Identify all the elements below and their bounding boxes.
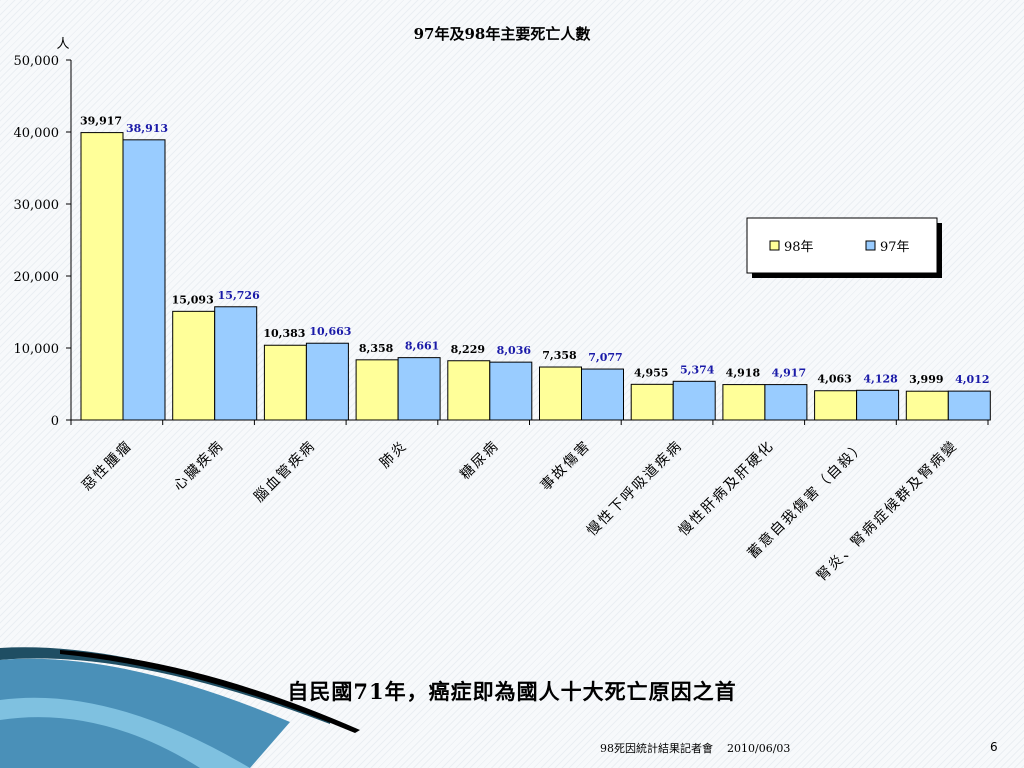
legend-swatch-98 xyxy=(769,240,780,251)
data-label-98: 4,955 xyxy=(634,366,668,379)
category-label: 惡性腫瘤 xyxy=(78,437,135,494)
footer-title: 98死因統計結果記者會 xyxy=(600,742,713,755)
data-label-98: 8,229 xyxy=(451,343,485,356)
bar-97 xyxy=(489,361,533,421)
footer-date: 2010/06/03 xyxy=(727,742,791,755)
bar-97 xyxy=(122,139,166,421)
data-label-97: 10,663 xyxy=(309,325,351,338)
data-label-98: 7,358 xyxy=(542,349,577,362)
chart-legend: 98年 97年 xyxy=(746,217,942,278)
bar-97 xyxy=(856,389,900,421)
bar-97 xyxy=(214,306,258,421)
data-label-97: 4,012 xyxy=(955,373,989,386)
y-tick-label: 10,000 xyxy=(14,342,60,357)
category-labels: 惡性腫瘤 心臟疾病 腦血管疾病 肺炎 糖尿病 事故傷害慢性下呼吸道疾病慢性肝病及肝硬化蓄意… xyxy=(78,437,961,585)
bar-98 xyxy=(447,360,491,421)
data-label-98: 39,917 xyxy=(80,115,122,128)
data-label-97: 15,726 xyxy=(218,289,260,302)
swoosh-band xyxy=(0,697,250,768)
bar-98 xyxy=(263,344,307,421)
data-label-97: 4,128 xyxy=(863,372,898,385)
bar-98 xyxy=(355,359,399,421)
y-tick-label: 40,000 xyxy=(14,126,60,141)
data-label-98: 4,918 xyxy=(726,367,761,380)
decorative-swoosh xyxy=(0,647,360,768)
slide-caption: 自民國71年，癌症即為國人十大死亡原因之首 xyxy=(287,679,737,704)
y-tick-label: 30,000 xyxy=(14,198,60,213)
category-label: 肺炎 xyxy=(377,438,411,472)
page-number: 6 xyxy=(990,740,998,754)
legend-label-98: 98年 xyxy=(784,240,814,255)
data-label-98: 10,383 xyxy=(263,327,305,340)
bar-97 xyxy=(764,384,808,421)
data-label-97: 8,036 xyxy=(497,344,532,357)
data-label-98: 15,093 xyxy=(172,293,214,306)
bar-98 xyxy=(722,384,766,421)
bar-98 xyxy=(172,310,216,421)
footer: 98死因統計結果記者會 2010/06/03 xyxy=(600,740,790,756)
data-label-97: 5,374 xyxy=(680,363,715,376)
swoosh-band xyxy=(0,647,330,724)
category-label: 糖尿病 xyxy=(457,438,502,483)
category-label: 事故傷害 xyxy=(538,438,595,495)
swoosh-band xyxy=(0,658,290,768)
data-label-97: 38,913 xyxy=(126,122,168,135)
bar-98 xyxy=(80,132,124,421)
data-label-97: 4,917 xyxy=(772,367,806,380)
data-label-98: 4,063 xyxy=(817,373,851,386)
data-label-98: 8,358 xyxy=(359,342,394,355)
bar-97 xyxy=(305,342,349,421)
category-label: 腦血管疾病 xyxy=(251,438,319,506)
data-label-98: 3,999 xyxy=(909,373,943,386)
legend-swatch-97 xyxy=(865,240,876,251)
category-label: 心臟疾病 xyxy=(171,438,228,495)
bar-97 xyxy=(397,357,441,421)
category-label: 慢性肝病及肝硬化 xyxy=(675,437,778,540)
y-tick-label: 20,000 xyxy=(14,270,60,285)
bar-98 xyxy=(814,390,858,421)
legend-label-97: 97年 xyxy=(880,240,910,255)
bar-97 xyxy=(581,368,624,421)
chart-bars: 39,917 38,913 15,093 15,726 10,383 10,663 8,35… xyxy=(80,115,991,421)
y-tick-label: 0 xyxy=(51,414,59,429)
bar-97 xyxy=(672,380,716,421)
y-tick-label: 50,000 xyxy=(14,54,60,69)
chart-title: 97年及98年主要死亡人數 xyxy=(414,25,591,43)
data-label-97: 7,077 xyxy=(588,351,622,364)
bar-97 xyxy=(947,390,991,421)
bar-98 xyxy=(905,390,949,421)
y-axis-unit-label: 人 xyxy=(56,37,69,52)
bar-98 xyxy=(630,383,674,421)
category-label: 慢性下呼吸道疾病 xyxy=(583,437,686,540)
data-label-97: 8,661 xyxy=(405,340,439,353)
bar-98 xyxy=(539,366,582,421)
